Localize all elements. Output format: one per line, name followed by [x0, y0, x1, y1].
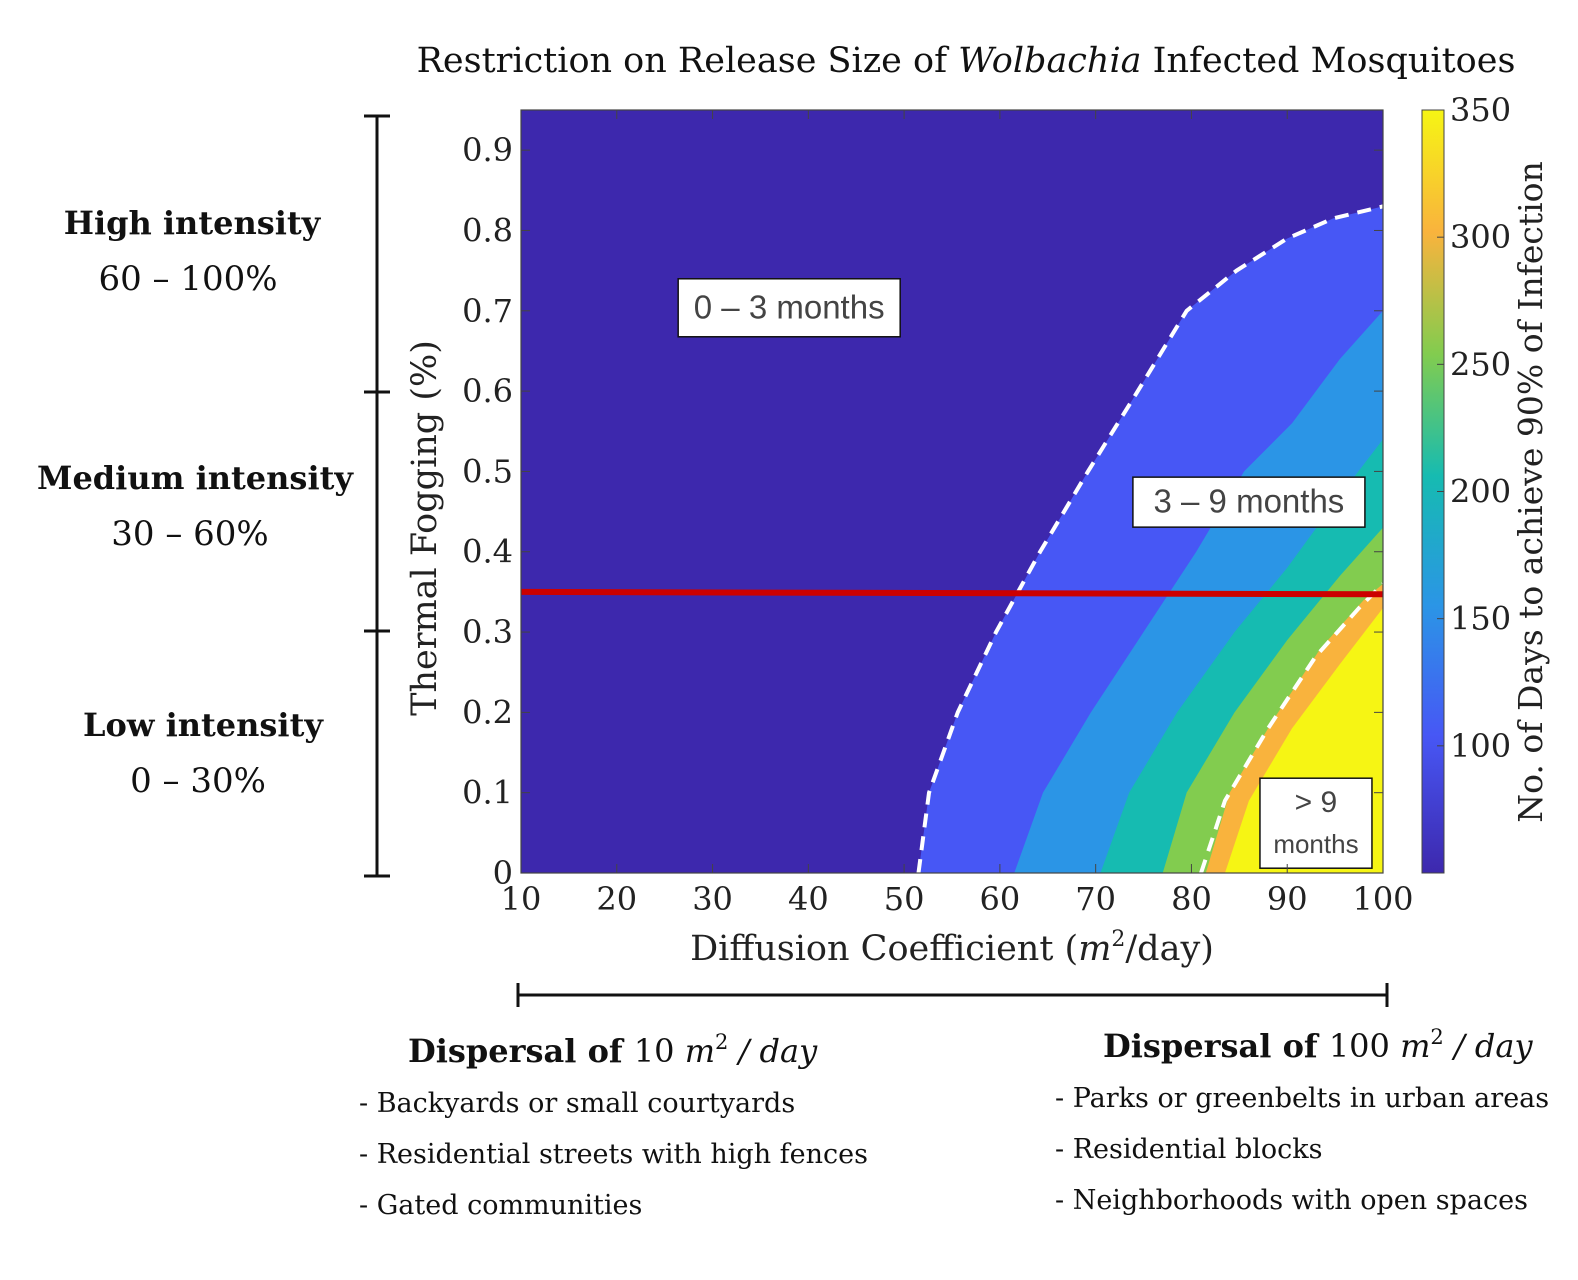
medium-intensity-label: Medium intensity	[37, 459, 354, 497]
y-tick-label: 0.4	[462, 533, 513, 571]
colorbar-tick-label: 350	[1450, 91, 1511, 129]
colorbar-ticks: 100 150 200 250 300 350	[1437, 91, 1511, 765]
plot-frame	[520, 109, 1384, 874]
region-label: months	[1273, 829, 1358, 859]
title-part-2: Wolbachia	[958, 41, 1141, 81]
high-dispersal-item: - Residential blocks	[1055, 1134, 1322, 1165]
high-dispersal-title: Dispersal of 100 m2 / day	[1103, 1025, 1533, 1065]
medium-intensity-range: 30 – 60%	[111, 514, 268, 554]
low-dispersal-unit-m: m	[685, 1032, 715, 1070]
region-label-box	[1259, 777, 1373, 869]
high-intensity-range: 60 – 100%	[98, 259, 277, 299]
high-dispersal-unit-rest: / day	[1444, 1027, 1534, 1065]
region-label-box	[677, 278, 901, 338]
intensity-bracket	[364, 114, 390, 878]
x-label-part-4: /day)	[1125, 929, 1214, 969]
region-label-box	[1132, 476, 1366, 528]
low-dispersal-value: 10	[634, 1032, 685, 1070]
colorbar-tick-label: 100	[1450, 727, 1511, 765]
region-label: > 9	[1295, 786, 1338, 819]
colorbar-tick-label: 200	[1450, 473, 1511, 511]
low-dispersal-item: - Backyards or small courtyards	[359, 1088, 795, 1119]
colorbar-tick-label: 300	[1450, 218, 1511, 256]
x-tick-label: 40	[788, 880, 829, 918]
plot-overlays: 0 – 3 months 3 – 9 months > 9 months	[677, 278, 1373, 869]
x-tick-label: 90	[1267, 880, 1308, 918]
y-tick-label: 0.1	[462, 774, 513, 812]
y-tick-label: 0.7	[462, 292, 513, 330]
y-axis-label: Thermal Fogging (%)	[405, 340, 445, 716]
high-dispersal-item: - Parks or greenbelts in urban areas	[1055, 1083, 1549, 1114]
high-dispersal-unit-exp: 2	[1430, 1025, 1443, 1049]
colorbar-label: No. of Days to achieve 90% of Infection	[1511, 161, 1550, 823]
x-tick-label: 80	[1171, 880, 1212, 918]
low-dispersal-unit-rest: / day	[728, 1032, 818, 1070]
y-tick-label: 0.5	[462, 452, 513, 490]
x-axis-label: Diffusion Coefficient (m2/day)	[690, 927, 1214, 969]
y-tick-label: 0.2	[462, 693, 513, 731]
dispersal-bracket	[516, 983, 1389, 1007]
x-label-part-1: Diffusion Coefficient (	[690, 929, 1078, 969]
dashed-boundary	[916, 204, 1383, 873]
region-label: 3 – 9 months	[1154, 483, 1345, 520]
high-dispersal-value: 100	[1329, 1027, 1400, 1065]
low-dispersal-title: Dispersal of 10 m2 / day	[408, 1030, 818, 1070]
high-dispersal-unit-m: m	[1400, 1027, 1430, 1065]
x-label-part-2: m	[1078, 929, 1111, 969]
low-intensity-range: 0 – 30%	[130, 761, 266, 801]
x-axis-ticks: 10 20 30 40 50 60 70 80 90 100	[501, 110, 1414, 918]
high-intensity-label: High intensity	[64, 204, 322, 242]
x-tick-label: 100	[1352, 880, 1413, 918]
x-tick-label: 20	[596, 880, 637, 918]
chart-title: Restriction on Release Size of Wolbachia…	[417, 41, 1516, 81]
low-dispersal-item: - Residential streets with high fences	[359, 1139, 868, 1170]
colorbar-tick-label: 250	[1450, 345, 1511, 383]
high-dispersal-item: - Neighborhoods with open spaces	[1055, 1185, 1528, 1216]
region-label: 0 – 3 months	[694, 288, 885, 325]
x-tick-label: 70	[1075, 880, 1116, 918]
title-part-1: Restriction on Release Size of	[417, 41, 959, 81]
y-tick-label: 0.6	[462, 372, 513, 410]
low-dispersal-unit-exp: 2	[715, 1030, 728, 1054]
x-tick-label: 30	[692, 880, 733, 918]
title-part-3: Infected Mosquitoes	[1142, 41, 1516, 81]
threshold-line	[521, 588, 1383, 598]
x-tick-label: 60	[980, 880, 1021, 918]
x-label-part-3: 2	[1111, 927, 1125, 952]
y-tick-label: 0.3	[462, 613, 513, 651]
y-tick-label: 0.8	[462, 211, 513, 249]
low-dispersal-prefix: Dispersal of	[408, 1032, 634, 1070]
y-axis-ticks: 0 0.1 0.2 0.3 0.4 0.5 0.6 0.7 0.8 0.9	[462, 131, 1383, 892]
x-tick-label: 10	[501, 880, 542, 918]
y-tick-label: 0.9	[462, 131, 513, 169]
colorbar-tick-label: 150	[1450, 600, 1511, 638]
low-intensity-label: Low intensity	[83, 706, 324, 744]
y-tick-label: 0	[493, 854, 513, 892]
x-tick-label: 50	[884, 880, 925, 918]
low-dispersal-item: - Gated communities	[359, 1190, 642, 1221]
high-dispersal-prefix: Dispersal of	[1103, 1027, 1329, 1065]
